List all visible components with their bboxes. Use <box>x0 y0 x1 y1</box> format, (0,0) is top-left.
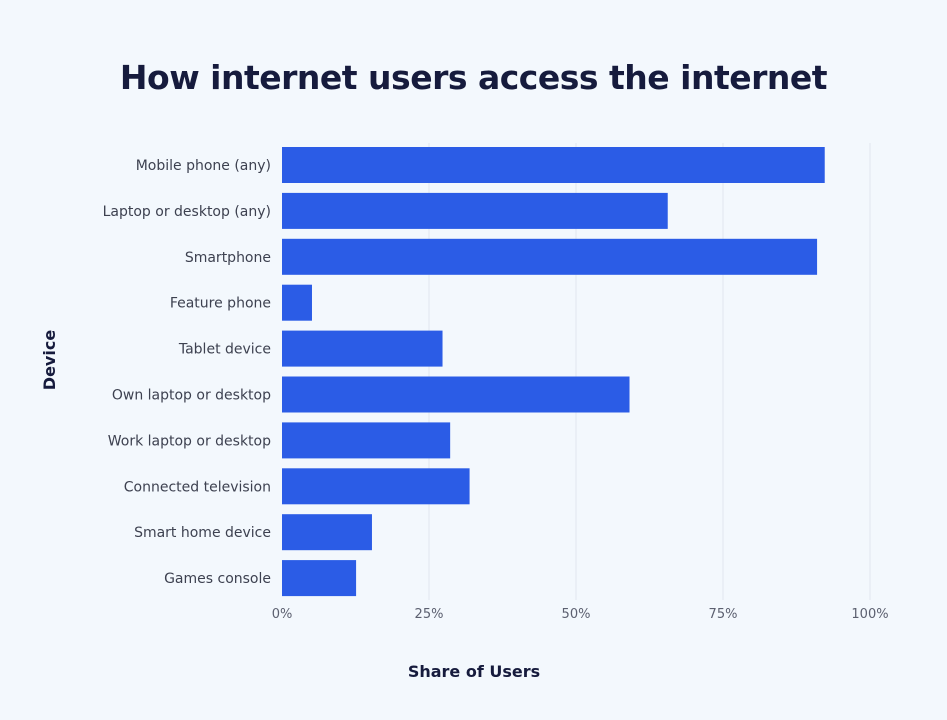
y-category-label: Smart home device <box>134 525 271 541</box>
x-tick-label: 25% <box>415 607 444 622</box>
bar <box>282 238 818 275</box>
x-axis-label: Share of Users <box>408 662 540 681</box>
chart-title: How internet users access the internet <box>119 58 828 97</box>
bar <box>282 560 357 597</box>
y-category-label: Smartphone <box>185 250 271 266</box>
bar <box>282 376 630 413</box>
bar <box>282 330 443 367</box>
y-axis-label: Device <box>40 330 59 391</box>
bar <box>282 147 825 183</box>
x-tick-label: 75% <box>709 607 738 622</box>
y-category-label: Connected television <box>124 479 271 495</box>
y-category-label: Feature phone <box>170 296 271 312</box>
bar <box>282 422 451 459</box>
x-tick-label: 0% <box>272 607 293 622</box>
y-category-label: Tablet device <box>178 342 271 358</box>
y-category-label: Work laptop or desktop <box>108 433 271 449</box>
y-category-label: Mobile phone (any) <box>136 158 271 174</box>
x-tick-label: 100% <box>851 607 888 622</box>
bar <box>282 284 312 321</box>
y-category-label: Games console <box>164 571 271 587</box>
bar <box>282 468 470 505</box>
x-tick-label: 50% <box>562 607 591 622</box>
y-category-label: Laptop or desktop (any) <box>103 204 271 220</box>
bar <box>282 514 372 551</box>
y-category-label: Own laptop or desktop <box>112 388 271 404</box>
bar <box>282 192 668 229</box>
